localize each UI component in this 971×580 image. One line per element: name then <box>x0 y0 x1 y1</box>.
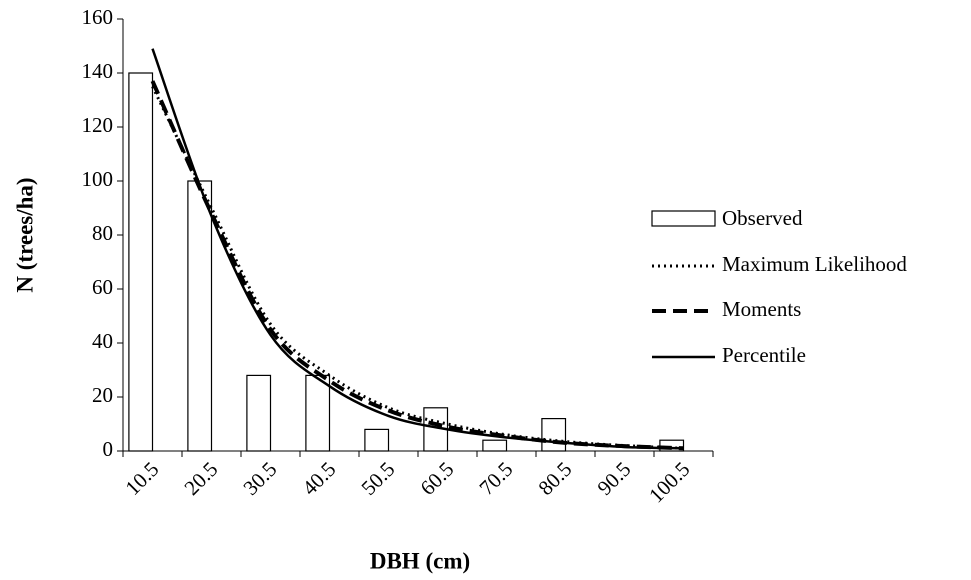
bar <box>305 374 331 452</box>
bar <box>187 180 213 452</box>
x-tick-label: 30.5 <box>238 457 281 500</box>
x-axis-title: DBH (cm) <box>370 548 470 573</box>
y-axis-title: N (trees/ha) <box>12 177 37 292</box>
y-tick-label: 140 <box>82 59 114 83</box>
line <box>151 48 684 450</box>
bar <box>541 418 567 452</box>
y-tick-label: 40 <box>92 329 113 353</box>
y-tick-label: 80 <box>92 221 113 245</box>
line <box>151 85 684 450</box>
x-tick-label: 40.5 <box>297 457 340 500</box>
y-tick-label: 20 <box>92 383 113 407</box>
legend-label: Moments <box>722 297 801 321</box>
y-tick-label: 160 <box>82 5 114 29</box>
bar <box>482 439 508 452</box>
legend-label: Percentile <box>722 343 806 367</box>
bar <box>246 374 272 452</box>
x-tick-label: 50.5 <box>356 457 399 500</box>
bar <box>128 72 154 452</box>
x-tick-label: 60.5 <box>415 457 458 500</box>
legend: Observed Maximum Likelihood Moments Perc… <box>651 206 907 367</box>
y-tick-label: 0 <box>103 437 114 461</box>
legend-label: Observed <box>722 206 803 230</box>
x-tick-label: 70.5 <box>474 457 517 500</box>
y-tick-label: 60 <box>92 275 113 299</box>
x-tick-label: 10.5 <box>120 457 163 500</box>
x-tick-label: 20.5 <box>179 457 222 500</box>
y-tick-label: 100 <box>82 167 114 191</box>
x-tick-label: 100.5 <box>644 457 694 507</box>
x-tick-label: 80.5 <box>533 457 576 500</box>
x-tick-label: 90.5 <box>592 457 635 500</box>
y-tick-label: 120 <box>82 113 114 137</box>
legend-label: Maximum Likelihood <box>722 252 907 276</box>
legend-swatch <box>651 210 716 227</box>
bar <box>364 428 390 452</box>
